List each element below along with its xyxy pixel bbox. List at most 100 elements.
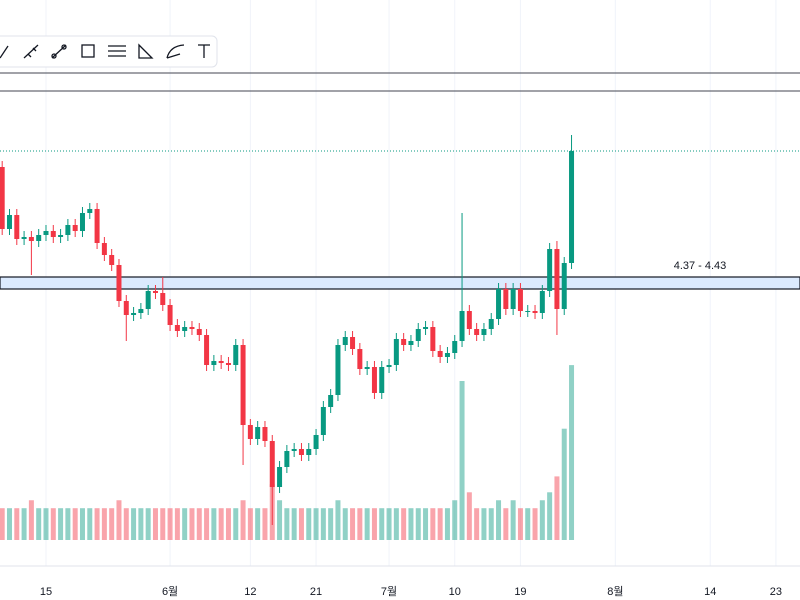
candle-body xyxy=(371,367,377,393)
candle-body xyxy=(182,327,188,331)
candle-body xyxy=(335,345,341,395)
candle-body xyxy=(386,365,392,367)
volume-bar xyxy=(131,508,137,540)
candle-body xyxy=(298,449,304,455)
volume-bar xyxy=(138,508,144,540)
volume-bar xyxy=(547,492,553,540)
x-tick-label: 8월 xyxy=(607,585,623,598)
candle-body xyxy=(211,361,217,365)
candle-body xyxy=(452,341,458,353)
candle-body xyxy=(503,289,509,309)
tool-pattern[interactable] xyxy=(138,43,154,59)
volume-bar xyxy=(320,508,326,540)
candle-body xyxy=(444,353,450,357)
candle-body xyxy=(174,325,180,331)
tool-extended-line[interactable] xyxy=(51,44,67,59)
candle-body xyxy=(72,225,78,231)
candle-body xyxy=(415,329,421,341)
volume-bar xyxy=(247,508,253,540)
volume-bar xyxy=(262,508,268,540)
volume-bar xyxy=(393,508,399,540)
candle-body xyxy=(364,367,370,369)
candle-body xyxy=(342,337,348,345)
candle-body xyxy=(14,215,20,239)
volume-bar xyxy=(569,365,575,540)
volume-bar xyxy=(364,508,370,540)
candle-body xyxy=(109,255,115,265)
x-tick-label: 12 xyxy=(244,586,256,598)
volume-bar xyxy=(298,508,304,540)
volume-bar xyxy=(218,508,224,540)
candle-body xyxy=(474,329,480,335)
tool-fib[interactable] xyxy=(108,45,126,57)
volume-bar xyxy=(452,500,458,540)
candle-body xyxy=(569,151,575,263)
volume-bar xyxy=(0,508,5,540)
volume-bar xyxy=(423,508,429,540)
volume-bar xyxy=(182,508,188,540)
candle-body xyxy=(65,225,71,235)
x-tick-label: 6월 xyxy=(162,585,178,598)
candle-body xyxy=(547,249,553,291)
x-tick-label: 19 xyxy=(514,586,526,598)
candle-body xyxy=(430,327,436,351)
volume-bar xyxy=(386,508,392,540)
candle-body xyxy=(306,449,312,455)
candle-body xyxy=(116,265,122,301)
candle-body xyxy=(313,435,319,449)
candle-body xyxy=(21,237,27,239)
candle-body xyxy=(320,407,326,435)
candle-body xyxy=(6,215,12,229)
x-tick-label: 7월 xyxy=(381,585,397,598)
volume-bar xyxy=(87,508,93,540)
candle-body xyxy=(554,249,560,309)
candle-body xyxy=(101,243,107,255)
volume-bar xyxy=(554,476,560,540)
volume-bar xyxy=(284,508,290,540)
candle-body xyxy=(561,263,567,309)
tool-rectangle[interactable] xyxy=(81,44,95,58)
volume-bar xyxy=(430,508,436,540)
candle-body xyxy=(36,235,42,241)
candle-body xyxy=(43,231,49,235)
tool-ray[interactable] xyxy=(23,44,39,59)
volume-bar xyxy=(496,500,502,540)
candle-body xyxy=(510,289,516,309)
candle-body xyxy=(525,311,531,312)
volume-bar xyxy=(306,508,312,540)
x-tick-label: 10 xyxy=(449,586,461,598)
candle-body xyxy=(79,213,85,231)
volume-bar xyxy=(459,381,465,540)
volume-bar xyxy=(277,500,283,540)
tool-text[interactable] xyxy=(198,44,210,58)
candle-body xyxy=(233,345,239,365)
volume-bar xyxy=(342,508,348,540)
candle-body xyxy=(284,451,290,467)
candle-body xyxy=(247,425,253,439)
x-tick-label: 15 xyxy=(40,586,52,598)
volume-bar xyxy=(503,508,509,540)
volume-bar xyxy=(357,508,363,540)
volume-bar xyxy=(488,508,494,540)
candle-body xyxy=(437,351,443,357)
candle-body xyxy=(488,319,494,329)
volume-bar xyxy=(240,500,246,540)
volume-bar xyxy=(225,508,231,540)
x-tick-label: 23 xyxy=(770,586,782,598)
candle-body xyxy=(50,231,56,237)
candle-body xyxy=(131,313,137,315)
candle-body xyxy=(393,339,399,365)
volume-bar xyxy=(517,508,523,540)
zone xyxy=(0,276,800,290)
tool-trend-line[interactable] xyxy=(0,45,9,59)
volume-bar xyxy=(350,508,356,540)
candle-body xyxy=(240,345,246,425)
candle-body xyxy=(160,293,166,305)
volume-bar xyxy=(79,508,85,540)
volume-bar xyxy=(291,508,297,540)
volume-bar xyxy=(21,508,27,540)
tool-brush[interactable] xyxy=(166,44,185,59)
volume-bar xyxy=(539,500,545,540)
